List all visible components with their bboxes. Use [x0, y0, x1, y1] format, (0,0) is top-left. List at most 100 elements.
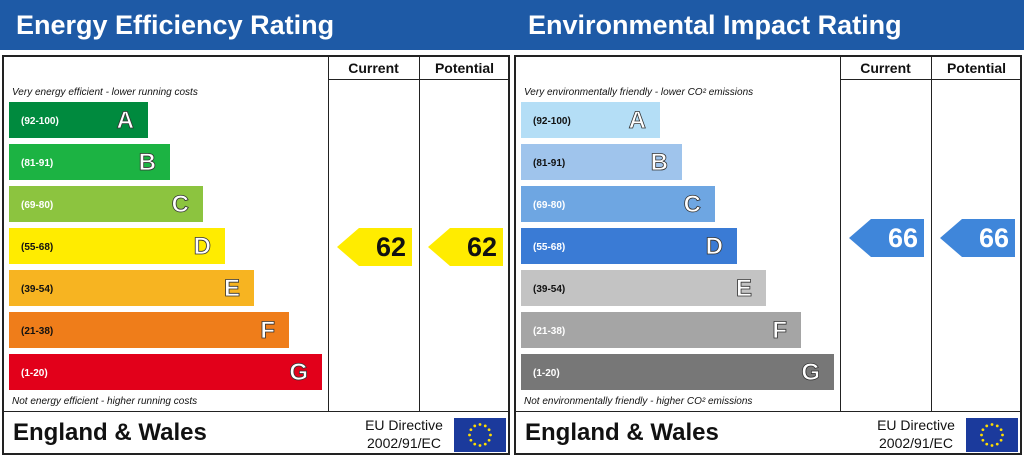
rating-band-g: (1-20) G: [9, 354, 322, 390]
band-range-label: (55-68): [21, 242, 54, 253]
band-range-label: (21-38): [533, 326, 566, 337]
divider-potential: [931, 55, 932, 412]
rating-band-d: (55-68) D: [521, 228, 737, 264]
current-rating-value: 62: [375, 232, 406, 262]
divider-current: [840, 55, 841, 412]
top-note: Very environmentally friendly - lower CO…: [524, 87, 754, 98]
rating-band-c: (69-80) C: [9, 186, 203, 222]
band-letter-label: G: [801, 359, 820, 387]
eu-star-icon: [985, 424, 989, 428]
eu-star-icon: [487, 438, 491, 442]
footer-directive: EU Directive 2002/91/EC: [344, 416, 464, 452]
column-header-current: Current: [860, 60, 911, 76]
footer-country: England & Wales: [13, 419, 207, 446]
directive-line1: EU Directive: [365, 417, 443, 433]
eu-star-icon: [981, 438, 985, 442]
panel-title: Environmental Impact Rating: [512, 0, 1024, 50]
eu-star-icon: [469, 428, 473, 432]
eu-star-icon: [999, 428, 1003, 432]
band-letter-label: F: [260, 317, 275, 345]
rating-band-g: (1-20) G: [521, 354, 834, 390]
band-range-label: (69-80): [533, 200, 566, 211]
header-divider: [328, 79, 510, 80]
eu-star-icon: [995, 442, 999, 446]
eu-star-icon: [487, 428, 491, 432]
header-divider: [840, 79, 1022, 80]
band-range-label: (39-54): [533, 284, 566, 295]
footer-country: England & Wales: [525, 419, 719, 446]
band-letter-label: B: [138, 149, 156, 177]
band-letter-label: G: [289, 359, 308, 387]
column-header-current: Current: [348, 60, 399, 76]
column-header-potential: Potential: [434, 60, 495, 76]
rating-band-f: (21-38) F: [521, 312, 801, 348]
panel-title: Energy Efficiency Rating: [0, 0, 512, 50]
bottom-note: Not environmentally friendly - higher CO…: [524, 396, 753, 407]
eu-flag-icon: [454, 418, 506, 452]
band-range-label: (1-20): [533, 368, 560, 379]
band-range-label: (81-91): [533, 158, 566, 169]
band-range-label: (92-100): [533, 116, 571, 127]
rating-band-d: (55-68) D: [9, 228, 225, 264]
rating-band-e: (39-54) E: [9, 270, 254, 306]
divider-potential: [419, 55, 420, 412]
directive-line1: EU Directive: [877, 417, 955, 433]
potential-rating-value: 62: [466, 232, 497, 262]
band-range-label: (39-54): [21, 284, 54, 295]
top-note: Very energy efficient - lower running co…: [12, 87, 198, 98]
footer-directive: EU Directive 2002/91/EC: [856, 416, 976, 452]
eu-star-icon: [478, 444, 482, 447]
band-letter-label: E: [735, 275, 753, 303]
environmental-impact-panel: Environmental Impact Rating Current Pote…: [512, 0, 1024, 457]
eu-star-icon: [990, 444, 994, 447]
eu-star-icon: [999, 438, 1003, 442]
band-letter-label: A: [628, 107, 646, 135]
current-rating-value: 66: [887, 223, 918, 253]
rating-band-c: (69-80) C: [521, 186, 715, 222]
band-range-label: (21-38): [21, 326, 54, 337]
eu-star-icon: [990, 423, 994, 426]
energy-efficiency-panel: Energy Efficiency Rating Current Potenti…: [0, 0, 512, 455]
band-letter-label: E: [223, 275, 241, 303]
band-letter-label: B: [650, 149, 668, 177]
band-letter-label: D: [193, 233, 211, 261]
eu-star-icon: [473, 424, 477, 428]
band-range-label: (81-91): [21, 158, 54, 169]
footer-divider: [514, 411, 1022, 412]
eu-star-icon: [1001, 433, 1004, 437]
eu-star-icon: [985, 442, 989, 446]
divider-current: [328, 55, 329, 412]
eu-star-icon: [995, 424, 999, 428]
band-letter-label: F: [772, 317, 787, 345]
band-range-label: (55-68): [533, 242, 566, 253]
rating-band-b: (81-91) B: [521, 144, 682, 180]
bottom-note: Not energy efficient - higher running co…: [12, 396, 198, 407]
rating-band-f: (21-38) F: [9, 312, 289, 348]
eu-star-icon: [469, 438, 473, 442]
eu-star-icon: [489, 433, 492, 437]
band-range-label: (92-100): [21, 116, 59, 127]
eu-star-icon: [473, 442, 477, 446]
eu-star-icon: [981, 428, 985, 432]
eu-star-icon: [468, 433, 471, 437]
band-range-label: (69-80): [21, 200, 54, 211]
panel-frame: [514, 55, 1022, 455]
eu-star-icon: [478, 423, 482, 426]
eu-flag-icon: [966, 418, 1018, 452]
band-range-label: (1-20): [21, 368, 48, 379]
column-header-potential: Potential: [946, 60, 1007, 76]
eu-star-icon: [483, 442, 487, 446]
eu-star-icon: [980, 433, 983, 437]
rating-band-b: (81-91) B: [9, 144, 170, 180]
eu-star-icon: [483, 424, 487, 428]
band-letter-label: A: [116, 107, 134, 135]
potential-rating-value: 66: [978, 223, 1009, 253]
directive-line2: 2002/91/EC: [879, 435, 953, 451]
band-letter-label: C: [171, 191, 189, 219]
footer-divider: [2, 411, 510, 412]
rating-band-a: (92-100) A: [9, 102, 148, 138]
panel-frame: [2, 55, 510, 455]
directive-line2: 2002/91/EC: [367, 435, 441, 451]
rating-band-e: (39-54) E: [521, 270, 766, 306]
rating-band-a: (92-100) A: [521, 102, 660, 138]
